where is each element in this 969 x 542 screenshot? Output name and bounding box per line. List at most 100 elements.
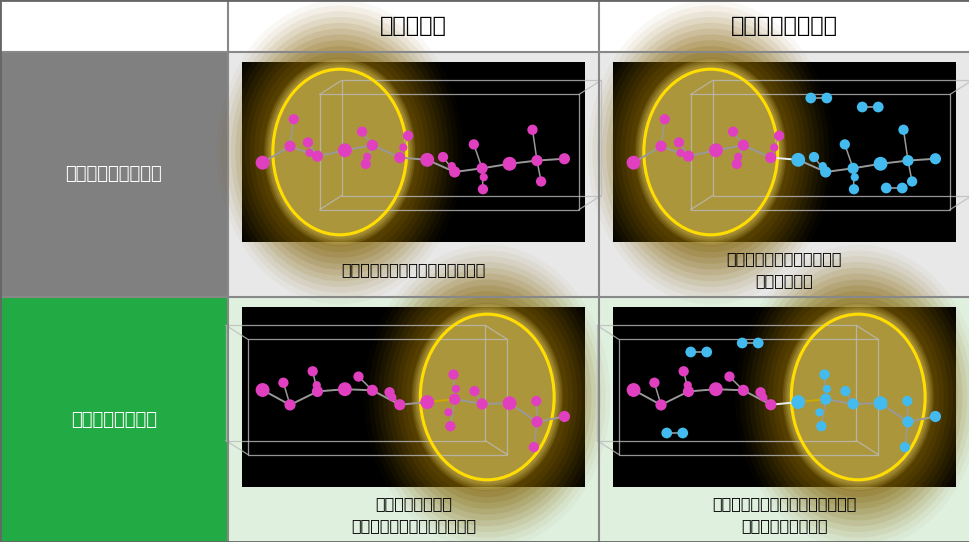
Bar	[612, 62, 955, 242]
Point	[465, 140, 481, 149]
Point	[790, 398, 805, 406]
Point	[814, 162, 829, 170]
Ellipse shape	[776, 297, 938, 497]
Point	[846, 173, 861, 182]
Point	[805, 153, 821, 162]
Point	[872, 159, 888, 168]
Ellipse shape	[597, 11, 824, 293]
Ellipse shape	[753, 268, 961, 526]
Point	[869, 102, 885, 111]
Point	[435, 153, 451, 162]
Ellipse shape	[412, 304, 562, 490]
Point	[854, 102, 869, 111]
Ellipse shape	[368, 250, 605, 542]
Point	[766, 143, 781, 152]
Ellipse shape	[416, 308, 558, 486]
Point	[680, 387, 696, 396]
Point	[819, 384, 834, 393]
Ellipse shape	[615, 35, 805, 269]
Ellipse shape	[789, 312, 925, 482]
Ellipse shape	[271, 67, 408, 237]
Point	[926, 154, 942, 163]
Point	[707, 385, 723, 393]
Ellipse shape	[388, 274, 586, 520]
Point	[556, 412, 572, 421]
Point	[672, 149, 688, 157]
Point	[817, 167, 832, 176]
Point	[646, 378, 662, 387]
Point	[625, 386, 641, 395]
Ellipse shape	[641, 67, 778, 237]
Point	[813, 422, 828, 430]
Ellipse shape	[639, 63, 782, 241]
Text: 切れた部分に酸素が結合し
元に戻らない: 切れた部分に酸素が結合し 元に戻らない	[726, 251, 841, 288]
Ellipse shape	[240, 29, 439, 275]
Ellipse shape	[259, 52, 421, 252]
Point	[893, 184, 909, 192]
Bar	[0, 297, 228, 542]
Point	[475, 185, 490, 193]
Ellipse shape	[226, 11, 453, 293]
Text: 強い結合力: 強い結合力	[380, 16, 447, 36]
Point	[337, 385, 353, 393]
Point	[816, 370, 831, 379]
Ellipse shape	[787, 310, 927, 484]
Point	[734, 339, 749, 347]
Text: 強い結合力により
力を加えられても切れにくい: 強い結合力により 力を加えられても切れにくい	[351, 496, 476, 533]
Point	[818, 94, 833, 102]
Point	[304, 367, 320, 376]
Ellipse shape	[637, 61, 784, 243]
Ellipse shape	[784, 306, 931, 488]
Ellipse shape	[417, 310, 557, 484]
Point	[447, 167, 462, 176]
Point	[899, 417, 915, 426]
Ellipse shape	[269, 65, 410, 239]
Point	[528, 397, 544, 405]
Point	[817, 395, 832, 404]
Point	[400, 131, 416, 140]
Ellipse shape	[744, 256, 969, 538]
Ellipse shape	[266, 61, 413, 243]
Text: 当社従来のポリマー: 当社従来のポリマー	[66, 165, 162, 184]
Point	[926, 412, 942, 421]
Point	[652, 401, 668, 409]
Point	[763, 401, 778, 409]
Ellipse shape	[265, 59, 415, 245]
Point	[811, 408, 827, 417]
Ellipse shape	[772, 291, 943, 503]
Ellipse shape	[378, 262, 596, 532]
Point	[735, 386, 750, 395]
Ellipse shape	[411, 302, 563, 492]
Point	[255, 158, 270, 167]
Point	[282, 142, 297, 151]
Ellipse shape	[763, 280, 953, 514]
Point	[845, 185, 860, 193]
Ellipse shape	[267, 63, 411, 241]
Ellipse shape	[221, 5, 457, 299]
Text: 水素添加ポリマー: 水素添加ポリマー	[71, 410, 157, 429]
Point	[898, 397, 914, 405]
Point	[448, 384, 463, 393]
Point	[359, 152, 375, 161]
Bar	[612, 307, 955, 487]
Point	[836, 140, 852, 149]
Point	[790, 156, 805, 164]
Point	[721, 372, 736, 381]
Point	[735, 141, 750, 150]
Point	[699, 347, 714, 356]
Ellipse shape	[244, 35, 434, 269]
Ellipse shape	[786, 308, 929, 486]
Ellipse shape	[748, 262, 966, 532]
Ellipse shape	[786, 308, 929, 486]
Point	[750, 339, 766, 347]
Point	[354, 127, 369, 136]
Point	[444, 162, 459, 170]
Point	[872, 399, 888, 408]
Ellipse shape	[406, 297, 568, 497]
Point	[419, 398, 434, 406]
Point	[844, 399, 860, 408]
Ellipse shape	[419, 312, 555, 482]
Ellipse shape	[767, 285, 948, 509]
Point	[763, 153, 778, 162]
Bar	[228, 52, 599, 297]
